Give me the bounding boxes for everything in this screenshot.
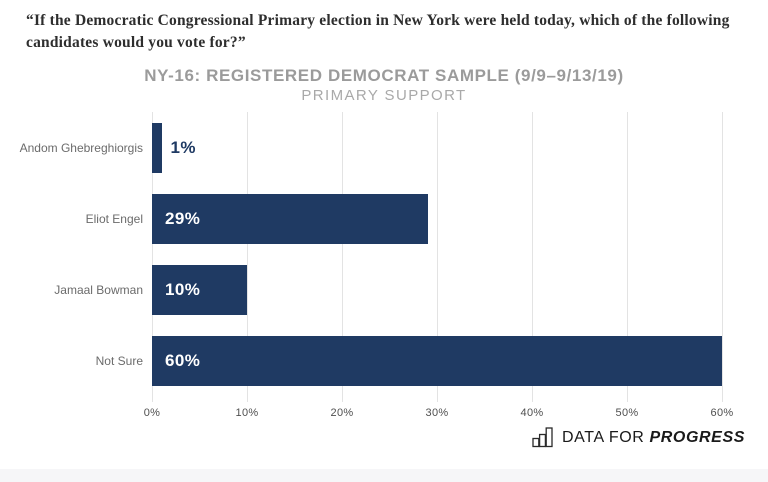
x-tick-label: 0%	[143, 407, 161, 419]
gridline	[627, 112, 628, 402]
gridline	[722, 112, 723, 402]
x-tick-label: 50%	[615, 407, 639, 419]
gridline	[342, 112, 343, 402]
chart-title: NY-16: REGISTERED DEMOCRAT SAMPLE (9/9–9…	[144, 66, 624, 85]
bar	[152, 122, 162, 173]
category-label: Not Sure	[95, 354, 143, 369]
gridline	[532, 112, 533, 402]
x-tick-label: 10%	[235, 407, 259, 419]
value-label: 60%	[165, 351, 201, 371]
brand-text-suffix: PROGRESS	[649, 428, 745, 446]
gridline	[247, 112, 248, 402]
brand-text-prefix: DATA FOR	[562, 428, 645, 446]
value-label: 10%	[165, 280, 201, 300]
poll-question: “If the Democratic Congressional Primary…	[26, 12, 730, 51]
bar	[152, 193, 428, 244]
x-tick-label: 30%	[425, 407, 449, 419]
category-label: Andom Ghebreghiorgis	[19, 140, 143, 155]
category-label: Eliot Engel	[85, 211, 143, 226]
category-label: Jamaal Bowman	[54, 283, 143, 298]
gridline	[152, 112, 153, 402]
bar-chart-icon	[532, 427, 553, 448]
value-label: 29%	[165, 208, 201, 228]
x-tick-label: 40%	[520, 407, 544, 419]
gridline	[437, 112, 438, 402]
x-tick-label: 20%	[330, 407, 354, 419]
data-for-progress-logo: DATA FOR PROGRESS	[532, 427, 745, 448]
x-tick-label: 60%	[710, 407, 734, 419]
chart-subtitle: PRIMARY SUPPORT	[301, 87, 467, 104]
brand-text: DATA FOR PROGRESS	[562, 429, 745, 447]
bar	[152, 336, 722, 387]
bar	[152, 265, 247, 316]
footer-strip	[0, 469, 768, 482]
plot-area: 0% 10% 20% 30% 40% 50% 60% Andom Ghebreghiorgis…	[20, 112, 733, 419]
value-label: 1%	[170, 137, 196, 157]
